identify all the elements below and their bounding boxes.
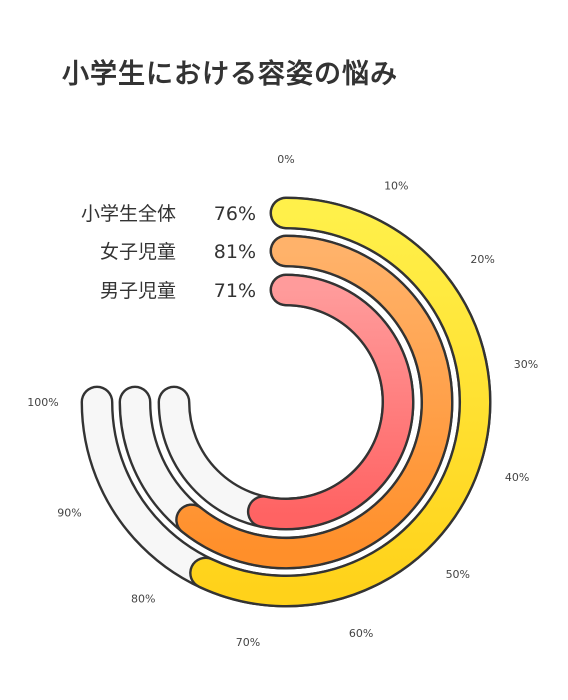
legend-label: 男子児童 bbox=[100, 280, 176, 302]
value-label: 71% bbox=[214, 280, 256, 302]
tick-label: 10% bbox=[384, 180, 408, 193]
bar bbox=[191, 199, 489, 605]
tick-label: 70% bbox=[236, 636, 260, 649]
tick-label: 40% bbox=[505, 471, 529, 484]
legend: 小学生全体 76% 女子児童 81% 男子児童 71% bbox=[81, 203, 256, 302]
tick-label: 0% bbox=[277, 153, 294, 166]
tick-label: 90% bbox=[57, 506, 81, 519]
chart-title: 小学生における容姿の悩み bbox=[62, 59, 398, 90]
tick-label: 50% bbox=[446, 568, 470, 581]
bar bbox=[177, 237, 451, 567]
tick-label: 20% bbox=[470, 253, 494, 266]
tick-label: 80% bbox=[131, 593, 155, 606]
bar-group bbox=[175, 196, 492, 608]
tick-label: 30% bbox=[514, 358, 538, 371]
axis-ticks: 0% 10% 20% 30% 40% 50% 60% 70% 80% 90% 100% bbox=[27, 153, 538, 649]
legend-label: 女子児童 bbox=[100, 241, 176, 263]
tick-label: 100% bbox=[27, 396, 58, 409]
value-label: 81% bbox=[214, 241, 256, 263]
legend-label: 小学生全体 bbox=[81, 203, 176, 225]
tick-label: 60% bbox=[349, 627, 373, 640]
bar bbox=[249, 276, 413, 528]
value-label: 76% bbox=[214, 203, 256, 225]
